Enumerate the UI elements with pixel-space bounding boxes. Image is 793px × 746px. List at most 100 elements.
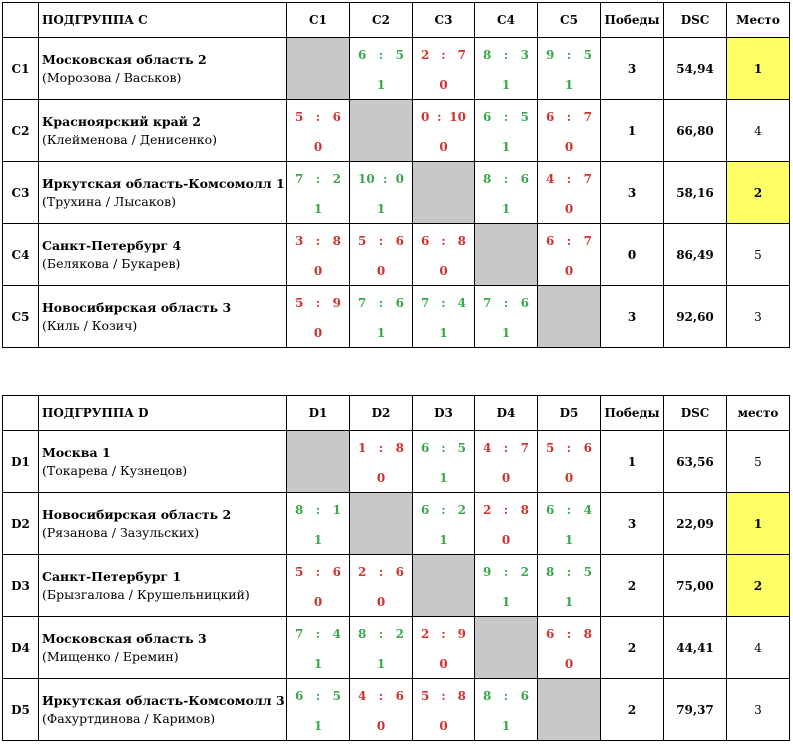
score-for: 7 xyxy=(295,172,304,186)
match-points: 0 xyxy=(439,657,448,671)
score-separator: : xyxy=(566,441,572,455)
score-for: 4 xyxy=(483,441,492,455)
score-against: 6 xyxy=(395,565,404,579)
score-for: 2 xyxy=(358,565,367,579)
score-separator: : xyxy=(378,234,384,248)
score-separator: : xyxy=(503,48,509,62)
match-points: 1 xyxy=(376,202,386,216)
score-against: 2 xyxy=(332,172,341,186)
score-for: 0 xyxy=(421,110,430,124)
place-value: 3 xyxy=(726,285,790,348)
match-result-cell: 7:6 1 xyxy=(474,285,538,348)
match-score: 2:6 xyxy=(350,565,412,579)
column-header: C3 xyxy=(412,2,475,38)
dsc-value: 92,60 xyxy=(663,285,727,348)
score-against: 7 xyxy=(583,172,592,186)
match-score: 6:5 xyxy=(413,441,474,455)
wins-header: Победы xyxy=(600,395,664,431)
match-result-cell: 2:6 0 xyxy=(349,554,413,617)
match-score: 3:8 xyxy=(287,234,349,248)
score-separator: : xyxy=(315,296,321,310)
score-separator: : xyxy=(315,689,321,703)
team-code: D2 xyxy=(2,492,39,555)
score-against: 7 xyxy=(520,441,529,455)
score-against: 2 xyxy=(395,627,404,641)
score-against: 6 xyxy=(395,234,404,248)
score-against: 10 xyxy=(449,110,466,124)
match-points: 1 xyxy=(439,326,448,340)
score-against: 7 xyxy=(457,48,466,62)
match-score: 6:4 xyxy=(538,503,600,517)
team-row: C5 Новосибирская область 3 (Киль / Козич) 5… xyxy=(2,285,790,348)
column-header: D2 xyxy=(349,395,413,431)
score-for: 5 xyxy=(546,441,555,455)
match-result-cell: 6:8 0 xyxy=(412,223,475,286)
score-separator: : xyxy=(315,172,321,186)
match-result-cell: 8:6 1 xyxy=(474,678,538,741)
match-points: 1 xyxy=(501,326,511,340)
place-header: Место xyxy=(726,2,790,38)
score-separator: : xyxy=(382,172,388,186)
score-separator: : xyxy=(566,234,572,248)
team-name: Иркутская область-Комсомолл 1 xyxy=(42,175,285,191)
score-against: 8 xyxy=(332,234,341,248)
score-for: 6 xyxy=(546,503,555,517)
score-separator: : xyxy=(566,48,572,62)
match-score: 7:2 xyxy=(287,172,349,186)
score-for: 1 xyxy=(358,441,367,455)
score-against: 5 xyxy=(332,689,341,703)
score-for: 6 xyxy=(546,627,555,641)
match-score: 5:9 xyxy=(287,296,349,310)
place-value: 1 xyxy=(726,37,790,100)
match-score: 6:5 xyxy=(287,689,349,703)
match-points: 1 xyxy=(376,657,386,671)
match-points: 1 xyxy=(376,326,386,340)
match-score: 7:6 xyxy=(475,296,537,310)
score-for: 9 xyxy=(483,565,492,579)
team-cell: Московская область 2 (Морозова / Васьков) xyxy=(38,37,287,100)
score-for: 10 xyxy=(358,172,375,186)
score-against: 7 xyxy=(583,110,592,124)
match-score: 7:6 xyxy=(350,296,412,310)
match-score: 6:2 xyxy=(413,503,474,517)
match-result-cell: 2:8 0 xyxy=(474,492,538,555)
score-separator: : xyxy=(503,503,509,517)
wins-value: 3 xyxy=(600,161,664,224)
score-against: 4 xyxy=(583,503,592,517)
team-name: Москва 1 xyxy=(42,444,111,460)
team-players: (Морозова / Васьков) xyxy=(42,69,182,85)
team-name: Красноярский край 2 xyxy=(42,113,202,129)
wins-value: 1 xyxy=(600,430,664,493)
score-for: 7 xyxy=(358,296,367,310)
score-separator: : xyxy=(437,110,442,124)
score-for: 8 xyxy=(483,172,492,186)
match-result-cell: 4:7 0 xyxy=(474,430,538,493)
wins-value: 2 xyxy=(600,554,664,617)
score-for: 8 xyxy=(295,503,304,517)
match-score: 4:7 xyxy=(538,172,600,186)
wins-value: 3 xyxy=(600,37,664,100)
match-result-cell: 8:6 1 xyxy=(474,161,538,224)
place-value: 5 xyxy=(726,430,790,493)
team-players: (Клейменова / Денисенко) xyxy=(42,131,218,147)
match-score: 5:8 xyxy=(413,689,474,703)
score-for: 4 xyxy=(546,172,555,186)
match-score: 8:3 xyxy=(475,48,537,62)
score-against: 9 xyxy=(457,627,466,641)
score-separator: : xyxy=(503,110,509,124)
score-for: 6 xyxy=(546,110,555,124)
match-points: 1 xyxy=(313,202,323,216)
score-for: 6 xyxy=(421,441,430,455)
team-row: C3 Иркутская область-Комсомолл 1 (Трухина … xyxy=(2,161,790,224)
team-code: D4 xyxy=(2,616,39,679)
match-result-cell: 0:10 0 xyxy=(412,99,475,162)
self-match-cell xyxy=(537,285,601,348)
match-points: 0 xyxy=(501,471,511,485)
self-match-cell xyxy=(537,678,601,741)
team-row: D4 Московская область 3 (Мищенко / Еремин)… xyxy=(2,616,790,679)
score-against: 3 xyxy=(520,48,529,62)
match-points: 1 xyxy=(501,595,511,609)
score-against: 6 xyxy=(583,441,592,455)
match-points: 0 xyxy=(564,471,574,485)
score-for: 6 xyxy=(546,234,555,248)
